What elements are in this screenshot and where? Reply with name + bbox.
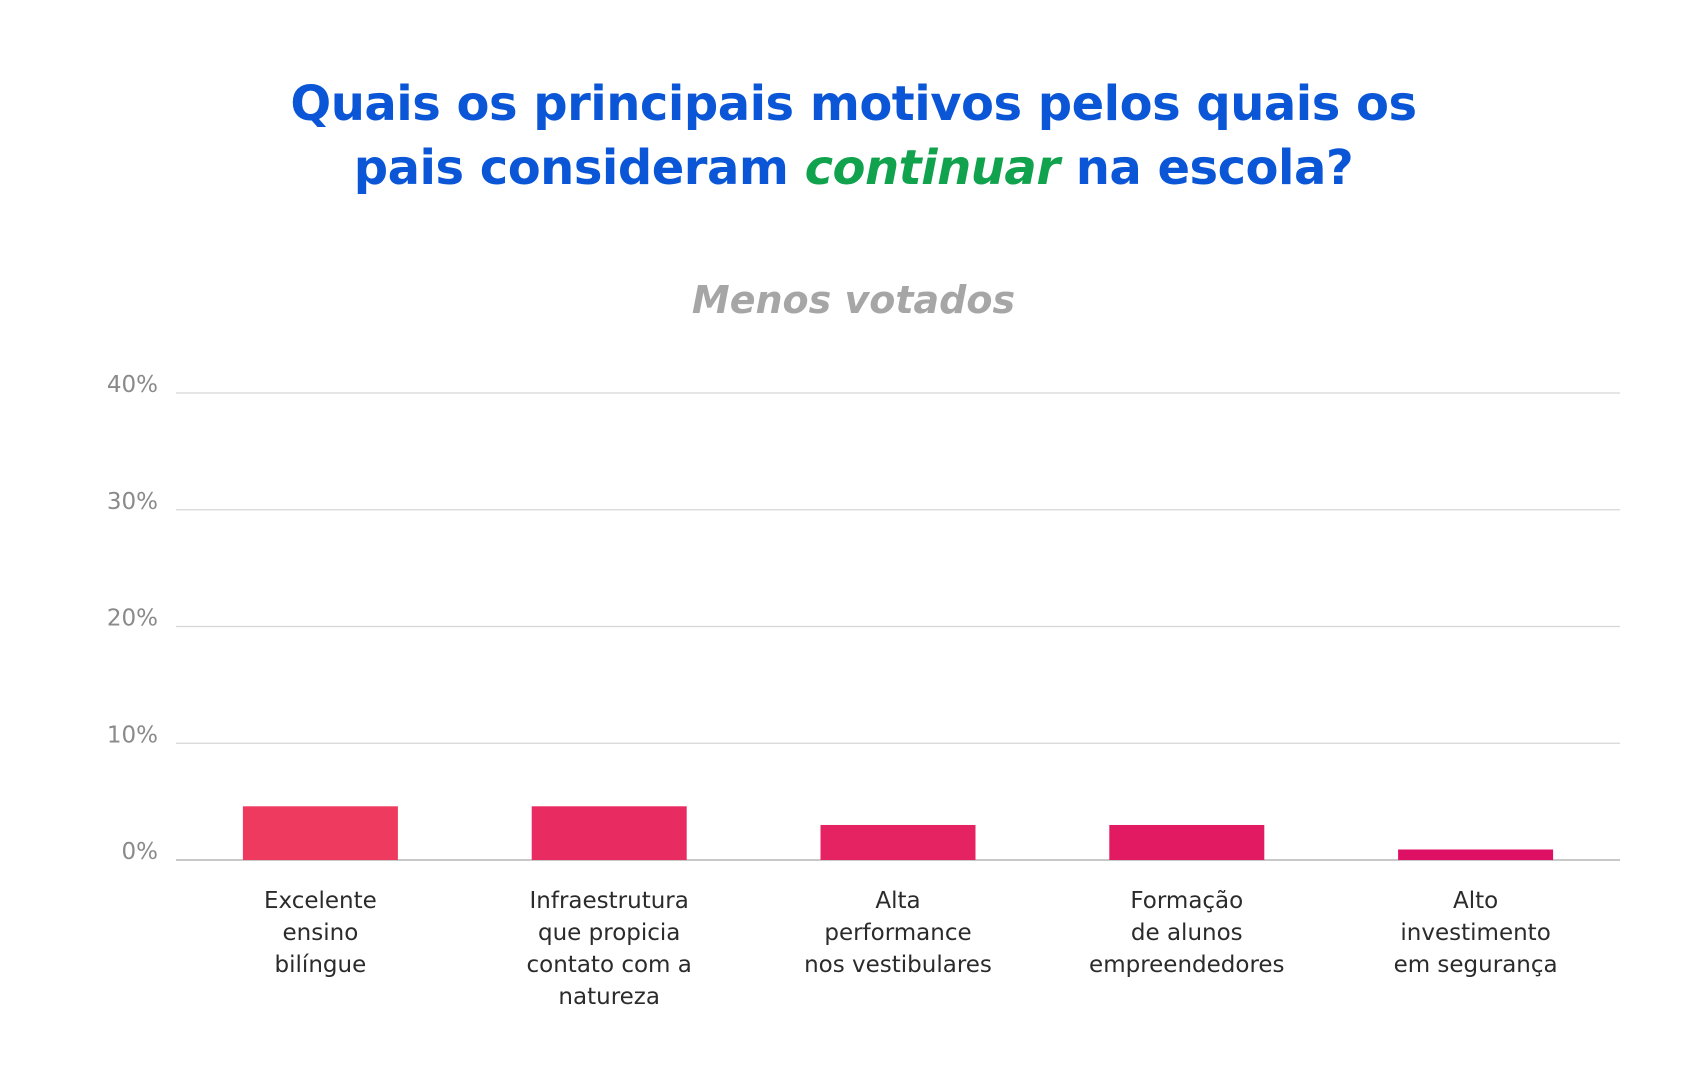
category-label: bilíngue [275,952,367,978]
title-line-2-start: pais consideram [353,140,805,196]
chart-title: Quais os principais motivos pelos quais … [0,72,1707,200]
category-label: investimento [1400,920,1550,946]
category-label: nos vestibulares [804,952,992,978]
y-tick-label: 30% [107,489,158,515]
category-label: ensino [283,920,359,946]
bar [242,806,398,860]
chart-subtitle: Menos votados [691,278,1016,322]
y-tick-label: 10% [107,722,158,748]
title-line-1: Quais os principais motivos pelos quais … [290,76,1417,132]
category-label: Formação [1130,888,1243,914]
bar [820,824,976,860]
category-label: em segurança [1394,952,1558,978]
category-label: Excelente [264,888,377,914]
category-label: de alunos [1131,920,1243,946]
category-label: Infraestrutura [530,888,689,914]
title-highlight-word: continuar [804,140,1060,196]
y-tick-label: 20% [107,606,158,632]
category-label: Alta [875,888,920,914]
category-label: contato com a [527,952,692,978]
bar [531,806,687,860]
category-label: que propicia [538,920,680,946]
category-label: Alto [1453,888,1498,914]
title-line-2-end: na escola? [1059,140,1354,196]
bar [1398,849,1554,860]
y-tick-label: 0% [122,839,159,865]
category-label: empreendedores [1089,952,1285,978]
category-label: performance [824,920,971,946]
bar [1109,824,1265,860]
category-label: natureza [558,984,660,1010]
y-tick-label: 40% [107,372,158,398]
